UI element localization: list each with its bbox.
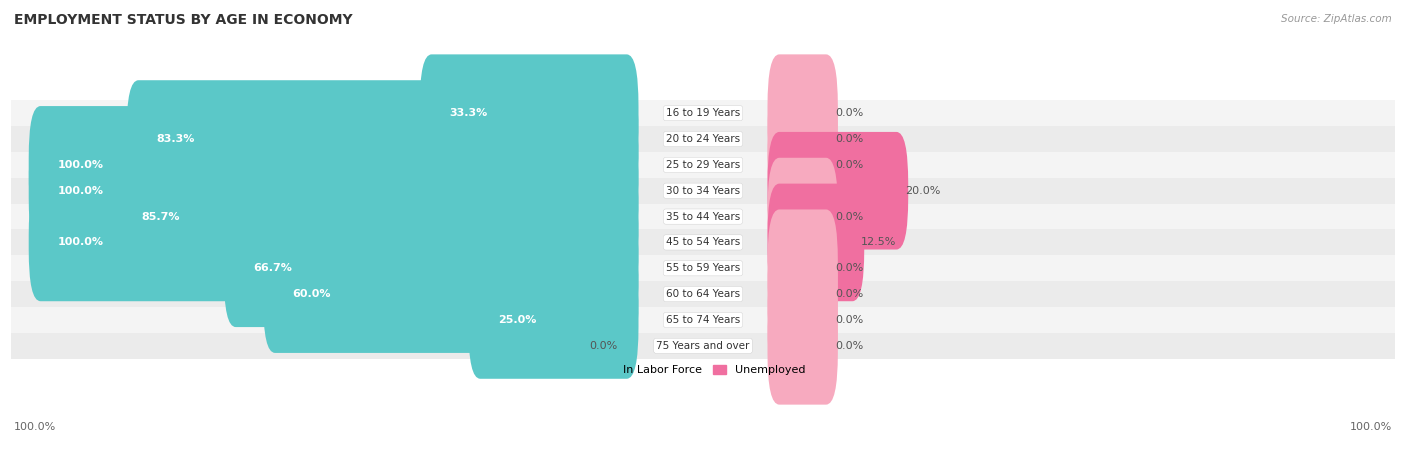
Text: 20.0%: 20.0% (905, 186, 941, 196)
Text: 0.0%: 0.0% (835, 315, 863, 325)
FancyBboxPatch shape (768, 80, 838, 198)
Text: 55 to 59 Years: 55 to 59 Years (666, 263, 740, 273)
Text: 0.0%: 0.0% (589, 341, 619, 351)
Bar (11, 178, 1395, 204)
Text: 100.0%: 100.0% (14, 422, 56, 432)
FancyBboxPatch shape (768, 54, 838, 172)
FancyBboxPatch shape (768, 209, 838, 327)
Text: 60.0%: 60.0% (292, 289, 330, 299)
FancyBboxPatch shape (127, 80, 638, 198)
Text: 25 to 29 Years: 25 to 29 Years (666, 160, 740, 170)
Bar (11, 152, 1395, 178)
Text: 0.0%: 0.0% (835, 212, 863, 221)
Text: 25.0%: 25.0% (498, 315, 536, 325)
Text: 75 Years and over: 75 Years and over (657, 341, 749, 351)
FancyBboxPatch shape (768, 261, 838, 379)
Bar (11, 100, 1395, 126)
FancyBboxPatch shape (112, 158, 638, 275)
Text: 66.7%: 66.7% (253, 263, 292, 273)
Bar (11, 281, 1395, 307)
Text: 35 to 44 Years: 35 to 44 Years (666, 212, 740, 221)
FancyBboxPatch shape (28, 184, 638, 301)
Text: 83.3%: 83.3% (156, 134, 194, 144)
FancyBboxPatch shape (768, 106, 838, 224)
Text: EMPLOYMENT STATUS BY AGE IN ECONOMY: EMPLOYMENT STATUS BY AGE IN ECONOMY (14, 14, 353, 27)
FancyBboxPatch shape (420, 54, 638, 172)
FancyBboxPatch shape (768, 184, 865, 301)
Text: 100.0%: 100.0% (58, 238, 104, 248)
Bar (11, 126, 1395, 152)
Text: 20 to 24 Years: 20 to 24 Years (666, 134, 740, 144)
Bar (11, 333, 1395, 359)
FancyBboxPatch shape (224, 209, 638, 327)
FancyBboxPatch shape (768, 132, 908, 250)
Bar (11, 255, 1395, 281)
Text: 100.0%: 100.0% (58, 186, 104, 196)
FancyBboxPatch shape (28, 106, 638, 224)
Text: 12.5%: 12.5% (862, 238, 897, 248)
Text: 30 to 34 Years: 30 to 34 Years (666, 186, 740, 196)
Text: 0.0%: 0.0% (835, 108, 863, 118)
Text: 0.0%: 0.0% (835, 289, 863, 299)
FancyBboxPatch shape (263, 235, 638, 353)
Text: 0.0%: 0.0% (835, 134, 863, 144)
Text: 0.0%: 0.0% (835, 160, 863, 170)
FancyBboxPatch shape (768, 158, 838, 275)
Text: 0.0%: 0.0% (835, 341, 863, 351)
Text: 0.0%: 0.0% (835, 263, 863, 273)
Legend: In Labor Force, Unemployed: In Labor Force, Unemployed (596, 360, 810, 380)
FancyBboxPatch shape (768, 287, 838, 405)
Text: Source: ZipAtlas.com: Source: ZipAtlas.com (1281, 14, 1392, 23)
Bar (11, 204, 1395, 230)
FancyBboxPatch shape (768, 235, 838, 353)
Text: 85.7%: 85.7% (142, 212, 180, 221)
Text: 100.0%: 100.0% (58, 160, 104, 170)
Bar (11, 230, 1395, 255)
FancyBboxPatch shape (28, 132, 638, 250)
Text: 60 to 64 Years: 60 to 64 Years (666, 289, 740, 299)
FancyBboxPatch shape (468, 261, 638, 379)
Bar (11, 307, 1395, 333)
Text: 100.0%: 100.0% (1350, 422, 1392, 432)
Text: 16 to 19 Years: 16 to 19 Years (666, 108, 740, 118)
Text: 65 to 74 Years: 65 to 74 Years (666, 315, 740, 325)
Text: 45 to 54 Years: 45 to 54 Years (666, 238, 740, 248)
Text: 33.3%: 33.3% (449, 108, 488, 118)
